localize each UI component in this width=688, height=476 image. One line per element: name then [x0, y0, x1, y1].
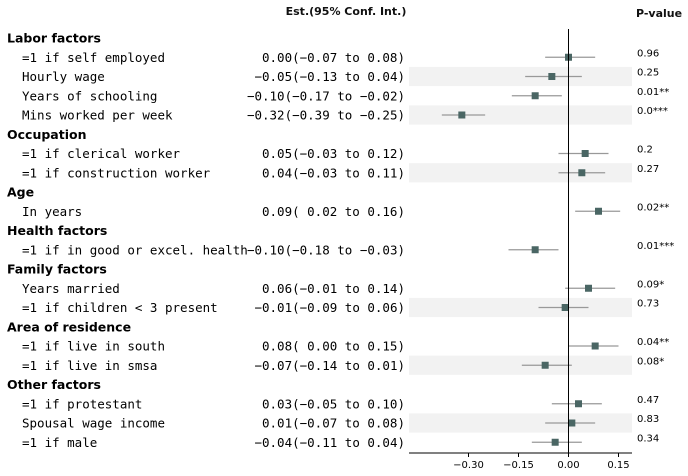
estimate-ci-text: −0.07(−0.14 to 0.01): [254, 358, 405, 373]
group-title: Health factors: [7, 223, 107, 238]
pvalue-text: 0.83: [637, 414, 659, 425]
row-band: [409, 355, 632, 375]
row-label: Spousal wage income: [22, 416, 165, 431]
rows: Labor factors =1 if self employed 0.00(−0…: [7, 31, 674, 450]
row-label: Years married: [22, 281, 120, 296]
row-label: =1 if live in smsa: [22, 358, 157, 373]
pvalue-text: 0.34: [637, 433, 659, 444]
estimate-ci-text: −0.04(−0.11 to 0.04): [254, 435, 405, 450]
pvalue-text: 0.08*: [637, 356, 664, 367]
estimate-marker: [575, 400, 582, 408]
estimate-ci-text: 0.04(−0.03 to 0.11): [262, 165, 405, 180]
group-title: Area of residence: [7, 319, 131, 334]
estimate-ci-text: 0.08( 0.00 to 0.15): [262, 339, 405, 354]
row-band: [409, 413, 632, 433]
row-label: =1 if self employed: [22, 50, 165, 65]
estimate-marker: [531, 92, 539, 100]
row-band: [409, 105, 632, 125]
estimate-marker: [595, 207, 602, 215]
x-tick-label: −0.15: [503, 460, 534, 471]
estimate-marker: [541, 361, 549, 369]
pvalue-text: 0.96: [637, 48, 659, 59]
pvalue-text: 0.04**: [637, 337, 669, 348]
estimate-ci-text: −0.10(−0.17 to −0.02): [247, 88, 405, 103]
row-band: [409, 297, 632, 318]
estimate-marker: [578, 169, 586, 177]
row-label: =1 if protestant: [22, 396, 142, 411]
pvalue-text: 0.2: [637, 145, 653, 156]
pvalue-text: 0.01**: [637, 87, 669, 98]
group-title: Occupation: [7, 127, 86, 142]
row-band: [409, 163, 632, 183]
estimate-ci-text: 0.09( 0.02 to 0.16): [262, 204, 405, 219]
row-label: Years of schooling: [22, 88, 157, 103]
row-label: =1 if male: [22, 435, 97, 450]
row-bands: [409, 66, 632, 433]
pvalue-text: 0.01***: [637, 241, 674, 252]
estimate-marker: [591, 342, 599, 350]
estimate-ci-text: 0.01(−0.07 to 0.08): [262, 416, 405, 431]
estimate-marker: [568, 419, 576, 427]
estimate-column-header: Est.(95% Conf. Int.): [286, 5, 407, 18]
row-band: [409, 66, 632, 87]
pvalue-text: 0.25: [637, 68, 659, 79]
row-label: Mins worked per week: [22, 108, 173, 123]
x-tick-label: 0.15: [607, 460, 629, 471]
estimate-ci-text: 0.05(−0.03 to 0.12): [262, 146, 405, 161]
estimate-marker: [548, 73, 556, 80]
row-label: In years: [22, 204, 82, 219]
estimate-marker: [551, 438, 559, 446]
estimate-ci-text: −0.32(−0.39 to −0.25): [247, 108, 405, 123]
estimate-ci-text: −0.05(−0.13 to 0.04): [254, 69, 405, 84]
row-label: =1 if in good or excel. health: [22, 242, 248, 257]
x-tick-label: −0.30: [453, 460, 484, 471]
row-label: Hourly wage: [22, 69, 105, 84]
pvalue-text: 0.0***: [637, 106, 668, 117]
pvalue-column-header: P-value: [636, 7, 682, 20]
x-tick-label: 0.00: [557, 460, 579, 471]
row-label: =1 if clerical worker: [22, 146, 181, 161]
estimate-ci-text: 0.03(−0.05 to 0.10): [262, 396, 405, 411]
estimate-ci-text: −0.10(−0.18 to −0.03): [247, 242, 405, 257]
row-label: =1 if children < 3 present: [22, 300, 218, 315]
estimate-marker: [561, 304, 569, 311]
estimate-ci-text: 0.00(−0.07 to 0.08): [262, 50, 405, 65]
group-title: Family factors: [7, 262, 107, 277]
group-title: Labor factors: [7, 31, 101, 46]
estimate-marker: [585, 284, 592, 292]
pvalue-text: 0.09*: [637, 279, 664, 290]
row-label: =1 if live in south: [22, 339, 165, 354]
row-label: =1 if construction worker: [22, 165, 211, 180]
estimate-marker: [581, 150, 589, 157]
estimate-marker: [458, 111, 466, 119]
estimate-ci-text: 0.06(−0.01 to 0.14): [262, 281, 405, 296]
pvalue-text: 0.27: [637, 164, 659, 175]
x-axis: −0.30 −0.15 0.00 0.15: [409, 29, 632, 471]
estimate-marker: [531, 246, 539, 254]
group-title: Age: [7, 185, 34, 200]
pvalue-text: 0.47: [637, 395, 659, 406]
group-title: Other factors: [7, 377, 101, 392]
estimate-ci-text: −0.01(−0.09 to 0.06): [254, 300, 405, 315]
pvalue-text: 0.02**: [637, 202, 669, 213]
pvalue-text: 0.73: [637, 299, 659, 310]
